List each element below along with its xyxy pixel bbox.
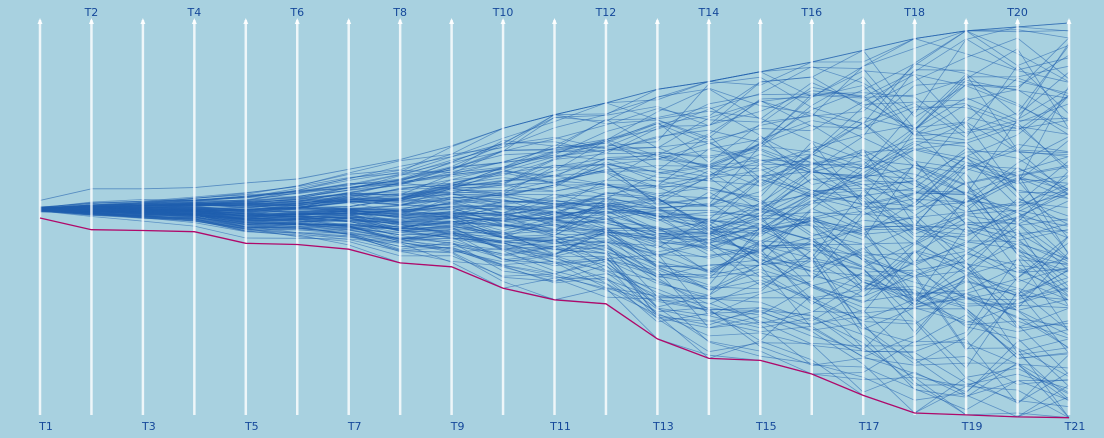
axis-arrow-icon — [294, 18, 300, 24]
axis-label-t9: T9 — [450, 420, 465, 433]
axis-labels-layer: T1 T2 T3 T4 T5 T6 T7 T8 T9 T10 T11 T12 T13 T14 T15 T16 T… — [38, 6, 1085, 433]
axis-label-t8: T8 — [392, 6, 407, 19]
axis-label-t18: T18 — [903, 6, 925, 19]
axis-arrow-icon — [346, 18, 352, 24]
axis-label-t21: T21 — [1064, 420, 1086, 433]
axis-label-t7: T7 — [347, 420, 362, 433]
axes-layer — [37, 18, 1072, 415]
axis-label-t5: T5 — [244, 420, 259, 433]
axis-arrow-icon — [243, 18, 249, 24]
axis-label-t2: T2 — [84, 6, 99, 19]
axis-arrow-icon — [603, 18, 609, 24]
axis-label-t4: T4 — [186, 6, 201, 19]
axis-label-t17: T17 — [858, 420, 880, 433]
axis-arrow-icon — [191, 18, 197, 24]
axis-label-t20: T20 — [1006, 6, 1028, 19]
axis-label-t16: T16 — [800, 6, 822, 19]
axis-arrow-icon — [706, 18, 712, 24]
axis-arrow-icon — [860, 18, 866, 24]
axis-arrow-icon — [912, 18, 918, 24]
axis-label-t11: T11 — [549, 420, 571, 433]
axis-arrow-icon — [1066, 18, 1072, 24]
axis-arrow-icon — [654, 18, 660, 24]
axis-label-t14: T14 — [697, 6, 719, 19]
highlight-layer — [39, 217, 1070, 419]
axis-arrow-icon — [809, 18, 815, 24]
axis-arrow-icon — [1015, 18, 1021, 24]
axis-arrow-icon — [37, 18, 43, 24]
axis-label-t19: T19 — [961, 420, 983, 433]
axis-label-t13: T13 — [652, 420, 674, 433]
axis-arrow-icon — [449, 18, 455, 24]
axis-arrow-icon — [500, 18, 506, 24]
axis-arrow-icon — [88, 18, 94, 24]
axis-label-t15: T15 — [755, 420, 777, 433]
axis-label-t6: T6 — [289, 6, 304, 19]
axis-arrow-icon — [963, 18, 969, 24]
axis-label-t10: T10 — [492, 6, 514, 19]
axis-arrow-icon — [552, 18, 557, 24]
axis-arrow-icon — [397, 18, 403, 24]
axis-label-t12: T12 — [595, 6, 617, 19]
axis-label-t3: T3 — [141, 420, 156, 433]
axis-arrow-icon — [140, 18, 146, 24]
axis-arrow-icon — [757, 18, 763, 24]
axis-label-t1: T1 — [38, 420, 53, 433]
highlight-series-line — [39, 217, 1070, 419]
